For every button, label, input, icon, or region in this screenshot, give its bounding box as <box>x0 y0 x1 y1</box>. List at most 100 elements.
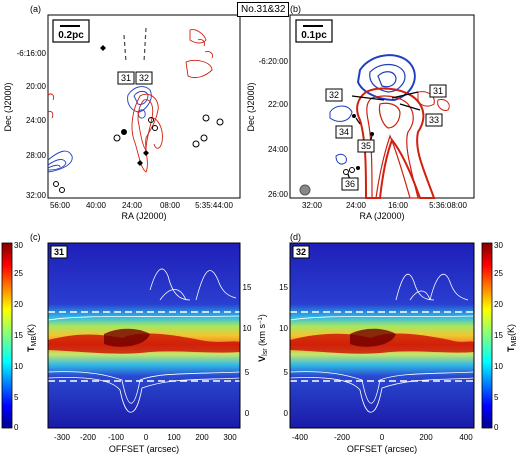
panel-d-yticks: 0 5 10 15 <box>279 283 288 418</box>
panel-d-letter: (d) <box>290 232 301 242</box>
panel-b-label-box-33 <box>425 113 443 127</box>
panel-c-contours <box>47 268 241 413</box>
panel-c-letter: (c) <box>30 232 41 242</box>
panel-c-xtick: 0 <box>144 433 149 442</box>
colorbar-tick: 30 <box>494 241 503 250</box>
panel-a-letter: (a) <box>30 4 41 14</box>
panel-a: 0.2pc 31 32 <box>47 14 241 199</box>
panel-a-dashed-31 <box>123 34 127 63</box>
panel-a-dashed-32 <box>143 27 147 63</box>
velocity-axis-label: Vlsr (km s−1) <box>257 314 269 362</box>
panel-b-label-34: 34 <box>339 127 349 137</box>
panel-b-yticks: -6:20:00 22:00 24:00 26:00 <box>259 57 289 199</box>
panel-a-xtick: 5:35:44:00 <box>195 201 233 210</box>
colorbar-left-bar <box>1 242 13 429</box>
panel-b-label-box-31 <box>429 84 447 98</box>
panel-b-xlabel: RA (J2000) <box>359 211 404 221</box>
velocity-axis-unit: (km s <box>257 323 267 348</box>
panel-b-xtick: 32:00 <box>302 201 323 210</box>
colorbar-unit: (K) <box>506 324 516 336</box>
colorbar-symbol: T <box>506 346 516 352</box>
panel-b-label-box-35 <box>357 139 375 153</box>
velocity-axis-close: ) <box>257 314 267 317</box>
panel-b-letter: (b) <box>290 4 301 14</box>
panel-a-label-32: 32 <box>139 73 149 83</box>
panel-a-xtick: 40:00 <box>86 201 107 210</box>
panel-c-frame <box>47 242 241 429</box>
panel-c-xlabel: OFFSET (arcsec) <box>109 444 179 454</box>
panel-d-id: 32 <box>296 247 306 257</box>
colorbar-tick: 0 <box>14 423 19 432</box>
colorbar-tick: 15 <box>494 331 503 340</box>
panel-b-label-box-36 <box>341 177 359 191</box>
colorbar-sub: MB <box>511 336 518 347</box>
figure-title: No.31&32 <box>237 2 290 17</box>
panel-b-label-box-34 <box>335 125 353 139</box>
panel-a-ylabel: Dec (J2000) <box>3 82 13 131</box>
velocity-axis-sub: lsr <box>262 348 269 356</box>
velocity-ytick: 15 <box>243 283 252 292</box>
panel-b-scalebar-label: 0.1pc <box>301 30 327 41</box>
velocity-ytick: 0 <box>245 409 250 418</box>
panel-a-xlabel: RA (J2000) <box>121 211 166 221</box>
panel-b-label-32: 32 <box>329 90 339 100</box>
panel-a-label-31: 31 <box>121 73 131 83</box>
panel-d-id-box <box>292 245 310 259</box>
colorbar-right-label: TMB(K) <box>506 324 518 352</box>
panel-a-blue-contours <box>47 86 152 173</box>
panel-a-ytick: 28:00 <box>26 151 47 160</box>
panel-d: 32 <box>289 242 475 429</box>
panel-a-yticks: -6:16:00 20:00 24:00 28:00 32:00 <box>17 49 47 200</box>
panel-c-peak-core <box>104 328 150 347</box>
velocity-axis-symbol: V <box>257 356 267 362</box>
colorbar-left-ticks: 0 5 10 15 20 25 30 <box>14 241 23 432</box>
colorbar-tick: 10 <box>494 362 503 371</box>
panel-a-ytick: 32:00 <box>26 191 47 200</box>
panel-c-xtick: -200 <box>80 433 97 442</box>
panel-a-xtick: 56:00 <box>50 201 71 210</box>
panel-b-labels: 32 31 33 34 35 36 <box>325 84 447 191</box>
velocity-yticks: 0 5 10 15 <box>243 283 252 418</box>
panel-c: 31 <box>47 242 241 429</box>
panel-a-scalebar-label: 0.2pc <box>58 30 84 41</box>
panel-d-xtick: 0 <box>380 433 385 442</box>
panel-b-markers <box>299 114 374 196</box>
panel-a-xticks: 56:00 40:00 24:00 08:00 5:35:44:00 <box>50 201 233 210</box>
panel-b-label-box-32 <box>325 88 343 102</box>
panel-c-peak-band <box>48 333 240 354</box>
panel-d-ytick: 5 <box>284 368 289 377</box>
panel-a-xtick: 08:00 <box>160 201 181 210</box>
panel-d-ytick: 0 <box>284 409 289 418</box>
colorbar-left-label: TMB(K) <box>26 324 38 352</box>
panel-b-xticks: 32:00 24:00 16:00 5:36:08:00 <box>302 201 467 210</box>
panel-d-xtick: 400 <box>459 433 473 442</box>
colorbar-tick: 10 <box>14 362 23 371</box>
velocity-ytick: 10 <box>243 324 252 333</box>
panel-c-xtick: 100 <box>167 433 181 442</box>
colorbar-tick: 25 <box>494 269 503 278</box>
panel-a-label-box-31 <box>117 71 135 85</box>
colorbar-tick: 5 <box>494 393 499 402</box>
colorbar-unit: (K) <box>26 324 36 336</box>
panel-b-ytick: 26:00 <box>268 190 289 199</box>
colorbar-tick: 5 <box>14 393 19 402</box>
velocity-ytick: 5 <box>245 368 250 377</box>
panel-b: 0.1pc 32 31 <box>289 14 475 199</box>
panel-d-xtick: -200 <box>334 433 351 442</box>
colorbar-right: 0 5 10 15 20 25 30 TMB(K) <box>481 241 518 432</box>
panel-c-xtick: 300 <box>223 433 237 442</box>
colorbar-tick: 20 <box>494 300 503 309</box>
panel-d-xticks: -400 -200 0 200 400 <box>292 433 473 442</box>
panel-c-xtick: -100 <box>108 433 125 442</box>
panel-b-ytick: 24:00 <box>268 145 289 154</box>
colorbar-tick: 30 <box>14 241 23 250</box>
panel-a-frame <box>47 14 241 199</box>
colorbar-tick: 25 <box>14 269 23 278</box>
panel-c-id-box <box>50 245 68 259</box>
panel-d-frame <box>289 242 475 429</box>
panel-b-red-contours <box>356 87 450 199</box>
panel-c-xtick: 200 <box>195 433 209 442</box>
colorbar-sub: MB <box>31 336 38 347</box>
